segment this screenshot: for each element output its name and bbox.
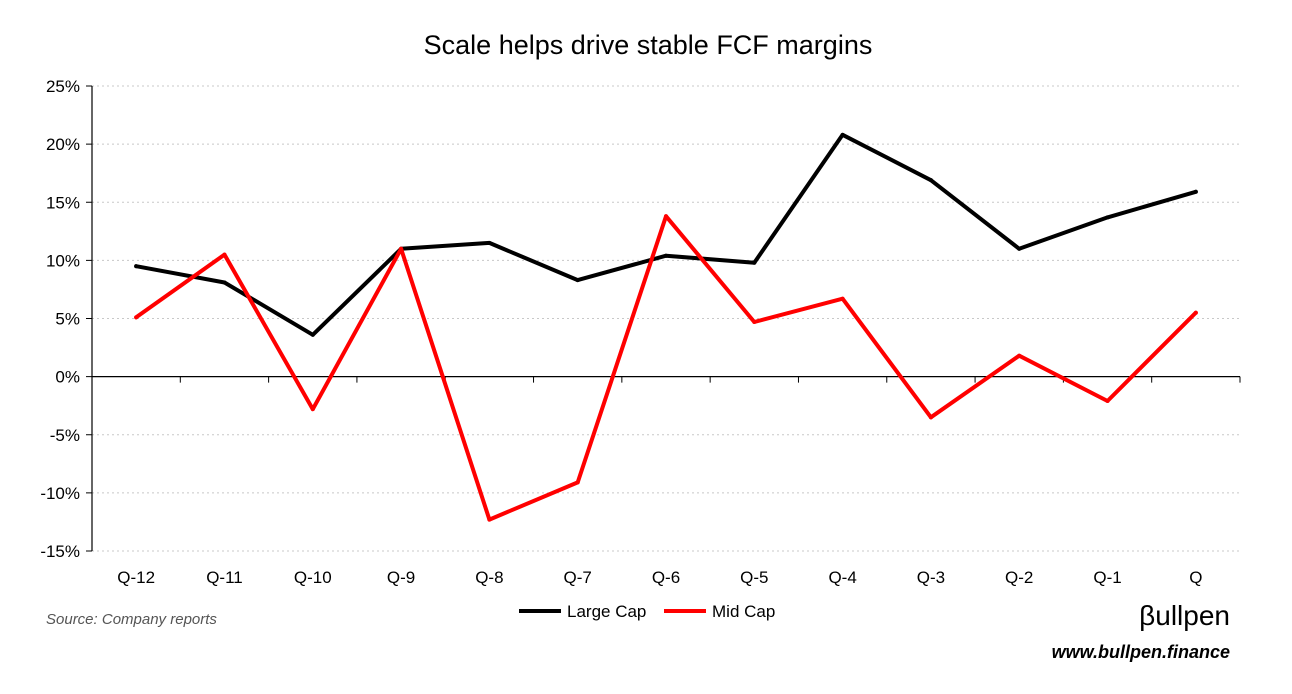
axes bbox=[86, 85, 1241, 552]
x-tick-label: Q bbox=[1189, 568, 1202, 587]
data-point bbox=[487, 517, 492, 522]
y-tick-label: -15% bbox=[40, 542, 80, 561]
data-point bbox=[310, 332, 315, 337]
y-tick-label: 5% bbox=[55, 310, 80, 329]
data-point bbox=[134, 315, 139, 320]
x-tick-label: Q-3 bbox=[917, 568, 945, 587]
data-point bbox=[664, 214, 668, 219]
x-tick-label: Q-4 bbox=[828, 568, 856, 587]
data-point bbox=[1193, 310, 1198, 315]
y-tick-label: 0% bbox=[55, 368, 80, 387]
legend: Large Cap Mid Cap bbox=[519, 602, 775, 621]
x-tick-label: Q-9 bbox=[387, 568, 415, 587]
x-tick-label: Q-5 bbox=[740, 568, 768, 587]
y-tick-label: 15% bbox=[46, 193, 80, 212]
data-point bbox=[222, 252, 227, 257]
x-tick-label: Q-6 bbox=[652, 568, 680, 587]
data-point bbox=[1105, 399, 1110, 404]
data-point bbox=[1017, 246, 1022, 251]
data-point bbox=[222, 280, 227, 285]
data-point bbox=[487, 240, 492, 245]
series-line-large-cap bbox=[134, 132, 1198, 337]
data-point bbox=[928, 415, 933, 420]
data-point bbox=[1105, 215, 1110, 220]
data-point bbox=[752, 319, 757, 324]
x-tick-label: Q-1 bbox=[1093, 568, 1121, 587]
chart-title: Scale helps drive stable FCF margins bbox=[424, 30, 873, 60]
legend-label: Large Cap bbox=[567, 602, 646, 621]
data-point bbox=[664, 253, 668, 258]
y-tick-label: -10% bbox=[40, 484, 80, 503]
legend-label: Mid Cap bbox=[712, 602, 775, 621]
data-point bbox=[575, 278, 580, 283]
gridlines bbox=[92, 85, 1240, 552]
y-tick-label: 20% bbox=[46, 135, 80, 154]
x-tick-label: Q-8 bbox=[475, 568, 503, 587]
brand-url[interactable]: www.bullpen.finance bbox=[1051, 642, 1230, 662]
y-tick-label: 10% bbox=[46, 251, 80, 270]
y-tick-label: 25% bbox=[46, 77, 80, 96]
x-tick-label: Q-11 bbox=[206, 568, 243, 587]
x-tick-label: Q-7 bbox=[564, 568, 592, 587]
x-tick-label: Q-2 bbox=[1005, 568, 1033, 587]
data-point bbox=[575, 480, 580, 485]
series-line-mid-cap bbox=[134, 214, 1198, 522]
brand-logo: βullpen bbox=[1139, 600, 1230, 631]
data-point bbox=[399, 246, 404, 251]
data-point bbox=[752, 260, 757, 265]
data-point bbox=[310, 407, 315, 412]
data-point bbox=[840, 296, 845, 301]
y-tick-labels: -15% -10% -5% 0% 5% 10% 15% 20% 25% bbox=[40, 77, 80, 561]
data-point bbox=[1193, 189, 1198, 194]
x-tick-label: Q-10 bbox=[294, 568, 332, 587]
data-point bbox=[840, 132, 845, 137]
data-point bbox=[134, 264, 139, 269]
x-tick-label: Q-12 bbox=[117, 568, 155, 587]
y-tick-label: -5% bbox=[50, 426, 80, 445]
x-tick-labels: Q-12 Q-11 Q-10 Q-9 Q-8 Q-7 Q-6 Q-5 Q-4 Q-3 Q-2 Q-1 Q bbox=[117, 568, 1202, 587]
source-note: Source: Company reports bbox=[46, 611, 217, 628]
data-point bbox=[928, 178, 933, 183]
series-lines bbox=[134, 132, 1198, 522]
data-point bbox=[1017, 353, 1022, 358]
